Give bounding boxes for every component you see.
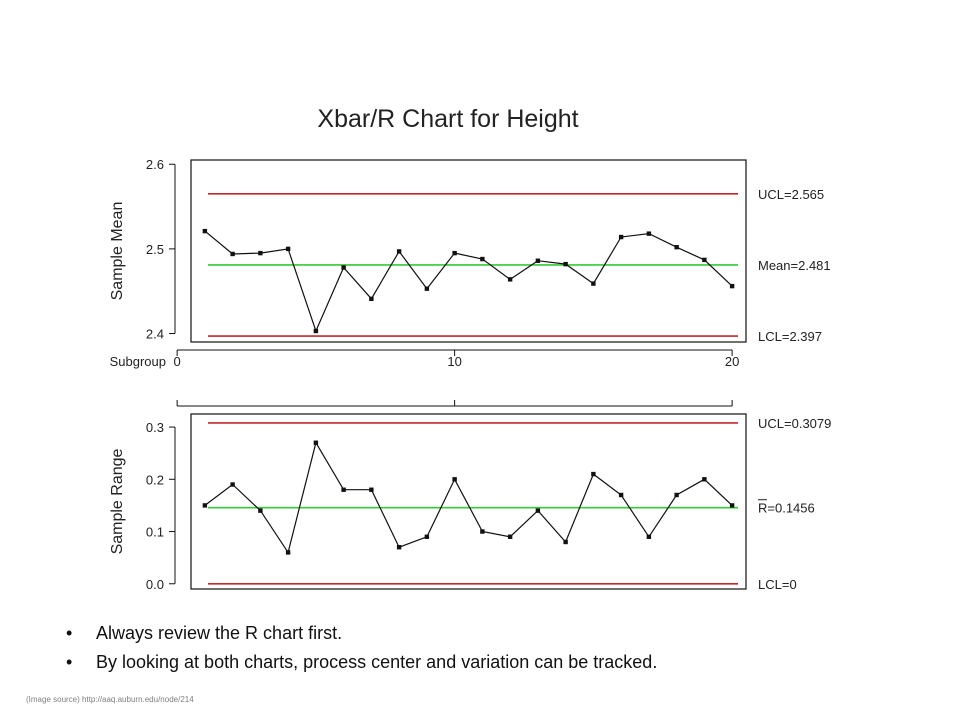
x-tick-label: 0: [174, 354, 181, 369]
y-tick-label: 2.5: [146, 242, 164, 257]
data-point: [202, 228, 208, 234]
data-point: [702, 477, 707, 482]
bullet-glyph: •: [66, 623, 73, 643]
data-point: [341, 487, 346, 492]
data-point: [369, 487, 374, 492]
bullet-item: • By looking at both charts, process cen…: [66, 648, 657, 677]
bullet-glyph: •: [66, 652, 73, 672]
x-tick-label: 20: [725, 354, 739, 369]
data-point: [452, 250, 457, 256]
data-point: [230, 251, 235, 257]
data-point: [230, 482, 235, 487]
bullet-text: By looking at both charts, process cente…: [96, 652, 658, 672]
data-point: [646, 231, 652, 236]
data-point: [674, 244, 679, 250]
data-point: [563, 261, 568, 267]
data-point: [729, 283, 735, 289]
lcl-label: LCL=0: [758, 577, 797, 592]
range-chart-panel: 0.0 0.1 0.2 0.3 Sample Range UCL=0.3079 R=0.14…: [109, 400, 831, 592]
data-point: [424, 286, 430, 291]
data-point: [452, 477, 457, 482]
series-line: [204, 441, 733, 554]
data-point: [535, 508, 541, 513]
data-point: [313, 328, 319, 334]
data-point: [674, 492, 679, 498]
data-point: [507, 277, 513, 282]
data-point: [285, 246, 291, 252]
ucl-label: UCL=2.565: [758, 187, 824, 202]
data-point: [313, 440, 319, 445]
y-tick-label: 0.0: [146, 577, 164, 592]
data-point: [729, 503, 735, 508]
data-point: [341, 265, 346, 270]
data-point: [563, 539, 568, 545]
data-point: [285, 550, 291, 555]
bullet-text: Always review the R chart first.: [96, 623, 343, 643]
plot-frame: [190, 159, 747, 343]
data-point: [591, 471, 596, 477]
y-tick-label: 0.1: [146, 525, 164, 540]
x-axis-label: Subgroup: [110, 354, 166, 369]
data-point: [424, 534, 430, 539]
data-point: [369, 296, 374, 302]
data-point: [258, 508, 263, 513]
center-label: Mean=2.481: [758, 258, 831, 273]
y-tick-label: 2.4: [146, 327, 164, 342]
data-point: [396, 249, 402, 254]
y-tick-label: 2.6: [146, 157, 164, 172]
chart-title: Xbar/R Chart for Height: [317, 105, 578, 133]
y-tick-label: 0.2: [146, 472, 164, 487]
data-point: [702, 257, 707, 263]
ucl-label: UCL=0.3079: [758, 416, 831, 431]
data-point: [535, 258, 541, 263]
y-axis-label: Sample Range: [109, 448, 126, 554]
data-point: [202, 503, 208, 508]
y-tick-label: 0.3: [146, 420, 164, 435]
bullet-list: • Always review the R chart first. • By …: [66, 619, 657, 677]
data-point: [396, 545, 402, 550]
plot-frame: [190, 413, 747, 590]
bullet-item: • Always review the R chart first.: [66, 619, 657, 648]
xbar-r-chart: Xbar/R Chart for Height 2.4 2.5 2.6 Sample …: [109, 105, 831, 592]
x-tick-label: 10: [447, 354, 461, 369]
data-point: [591, 281, 596, 286]
data-point: [480, 529, 485, 534]
image-source-note: (Image source) http://aaq.auburn.edu/nod…: [26, 695, 194, 704]
center-label: R=0.1456: [758, 501, 815, 516]
data-point: [646, 534, 652, 539]
lcl-label: LCL=2.397: [758, 329, 822, 344]
data-point: [618, 234, 624, 240]
data-point: [480, 256, 485, 262]
data-point: [507, 534, 513, 539]
data-point: [618, 492, 624, 498]
series-line: [204, 230, 733, 333]
mean-chart-panel: 2.4 2.5 2.6 Sample Mean 0 10 20 Subgroup UCL=2.5…: [109, 157, 831, 369]
y-axis-label: Sample Mean: [109, 202, 126, 301]
data-point: [258, 250, 263, 256]
